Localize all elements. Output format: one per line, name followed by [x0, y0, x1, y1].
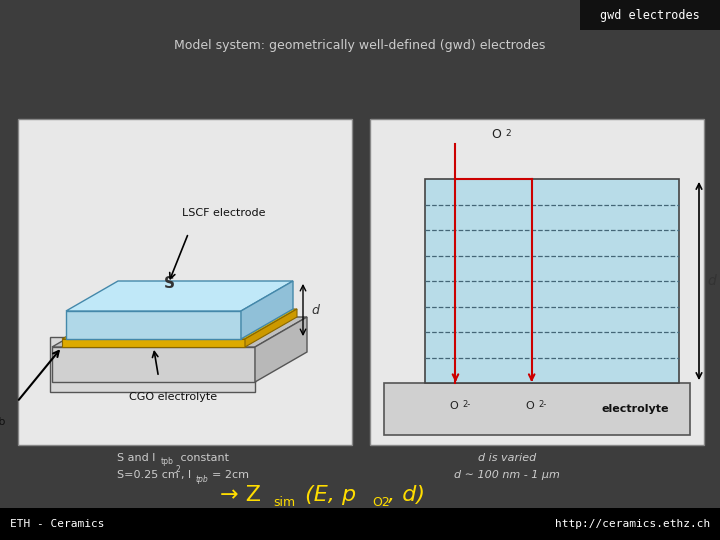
- Text: O: O: [449, 401, 458, 411]
- Text: tpb: tpb: [0, 417, 6, 427]
- Polygon shape: [62, 309, 297, 339]
- Bar: [580, 0, 720, 30]
- Text: ETH - Ceramics: ETH - Ceramics: [10, 519, 104, 529]
- Polygon shape: [255, 317, 307, 382]
- Text: → Z: → Z: [220, 485, 261, 505]
- Text: Model system: geometrically well-defined (gwd) electrodes: Model system: geometrically well-defined…: [174, 38, 546, 51]
- Text: 2: 2: [175, 465, 180, 475]
- Polygon shape: [66, 281, 293, 311]
- Text: d: d: [311, 303, 319, 316]
- Bar: [0, 508, 720, 540]
- Text: constant: constant: [177, 453, 229, 463]
- Text: http://ceramics.ethz.ch: http://ceramics.ethz.ch: [554, 519, 710, 529]
- Polygon shape: [52, 317, 307, 347]
- Text: 2-: 2-: [462, 400, 471, 409]
- Text: sim: sim: [273, 496, 295, 509]
- Polygon shape: [245, 309, 297, 347]
- Text: 2-: 2-: [539, 400, 547, 409]
- Text: O: O: [491, 127, 501, 140]
- Text: S and l: S and l: [117, 453, 156, 463]
- Text: = 2cm: = 2cm: [212, 470, 249, 480]
- Text: d: d: [707, 274, 716, 288]
- Bar: [384, 383, 690, 435]
- Text: O2: O2: [372, 496, 390, 509]
- Text: O: O: [526, 401, 534, 411]
- Text: S=0.25 cm: S=0.25 cm: [117, 470, 179, 480]
- Text: , d): , d): [388, 485, 425, 505]
- Text: d ∼ 100 nm - 1 μm: d ∼ 100 nm - 1 μm: [454, 470, 560, 480]
- Text: (E, p: (E, p: [298, 485, 356, 505]
- Bar: [18, 119, 352, 445]
- Text: d is varied: d is varied: [478, 453, 536, 463]
- Text: gwd electrodes: gwd electrodes: [600, 9, 700, 22]
- Polygon shape: [66, 311, 241, 339]
- Text: electrolyte: electrolyte: [601, 404, 669, 414]
- Text: tpb: tpb: [161, 457, 174, 467]
- Polygon shape: [241, 281, 293, 339]
- Text: , l: , l: [181, 470, 191, 480]
- Bar: [370, 119, 704, 445]
- Text: S: S: [164, 275, 175, 291]
- Polygon shape: [50, 337, 255, 392]
- Bar: [425, 179, 679, 383]
- Polygon shape: [62, 339, 245, 347]
- Text: 2: 2: [505, 129, 510, 138]
- Text: CGO electrolyte: CGO electrolyte: [130, 392, 217, 402]
- Polygon shape: [52, 347, 255, 382]
- Text: LSCF electrode: LSCF electrode: [181, 208, 265, 218]
- Text: tpb: tpb: [196, 475, 209, 483]
